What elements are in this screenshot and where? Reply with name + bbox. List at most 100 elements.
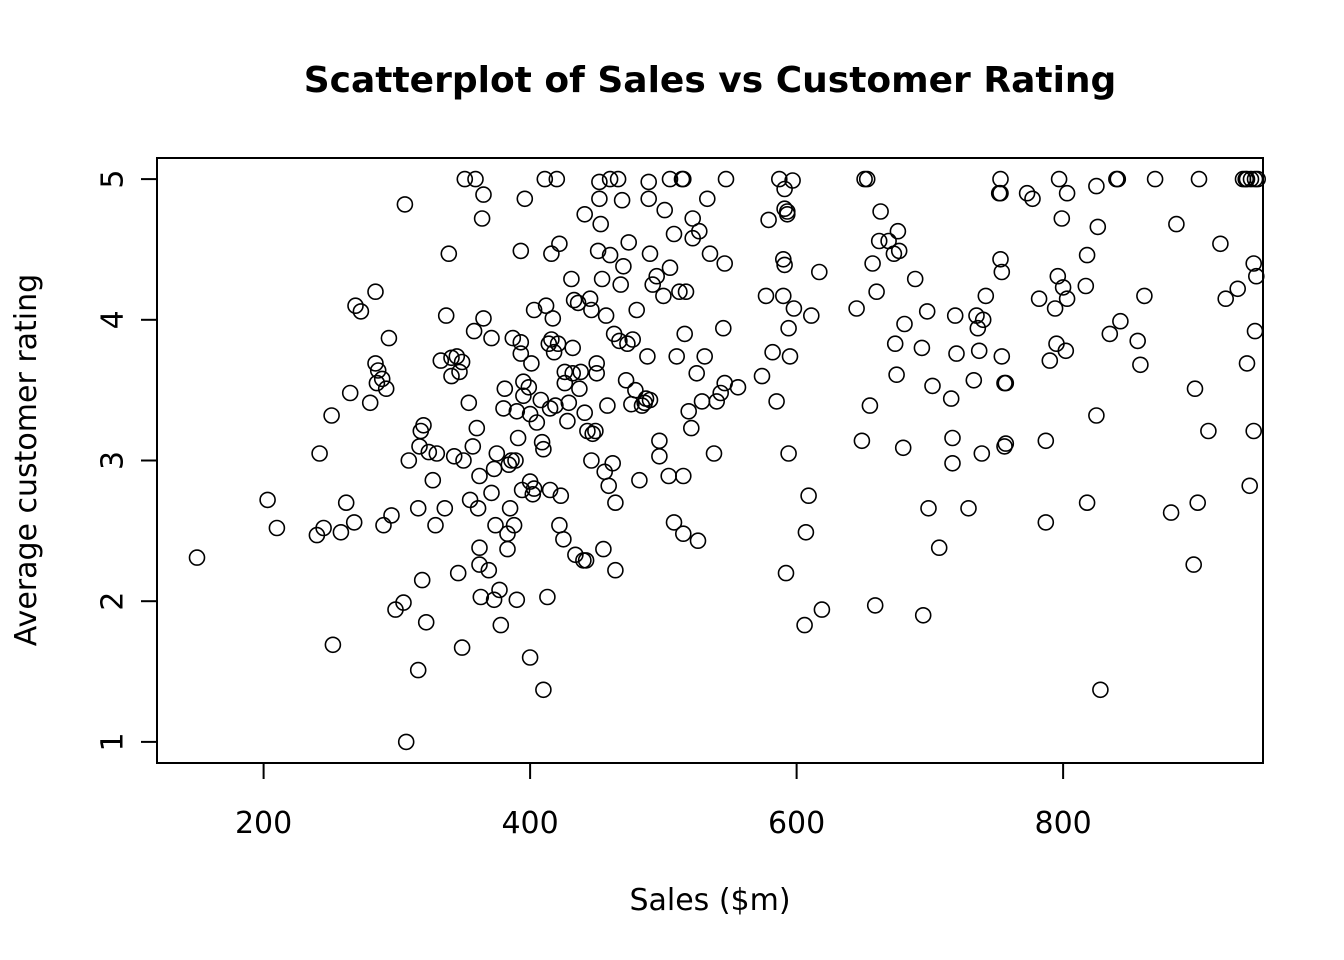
data-point	[1037, 432, 1055, 450]
data-point	[345, 514, 363, 531]
data-point	[914, 606, 932, 624]
data-point	[776, 256, 793, 274]
data-point	[780, 445, 797, 462]
data-point	[1238, 355, 1256, 372]
data-point	[705, 445, 723, 462]
data-point	[1088, 407, 1105, 424]
data-point	[770, 170, 788, 188]
data-point	[671, 283, 688, 301]
data-point	[977, 287, 995, 305]
data-point	[545, 343, 563, 361]
data-point	[548, 170, 566, 188]
data-point	[1050, 170, 1068, 188]
y-axis: 1 2 3 4 5	[96, 170, 158, 751]
data-points	[188, 170, 1266, 751]
data-point	[508, 402, 526, 420]
data-point	[969, 319, 987, 337]
data-point	[1212, 235, 1229, 253]
data-point	[1088, 177, 1105, 195]
data-point	[870, 232, 888, 250]
data-point	[1030, 290, 1048, 308]
data-point	[1058, 184, 1076, 202]
data-point	[1089, 218, 1107, 236]
data-point	[448, 348, 466, 365]
data-point	[597, 307, 615, 324]
data-point	[565, 291, 583, 309]
data-point	[777, 564, 795, 582]
data-point	[992, 250, 1009, 268]
data-point	[768, 393, 785, 410]
data-point	[475, 310, 492, 327]
data-point	[555, 530, 572, 548]
data-point	[491, 581, 508, 599]
data-point	[701, 245, 719, 262]
data-point	[367, 355, 384, 372]
data-point	[556, 363, 574, 381]
data-point	[655, 287, 672, 305]
data-point	[716, 255, 734, 272]
data-point	[552, 487, 570, 505]
data-point	[974, 311, 992, 329]
data-point	[918, 303, 936, 320]
data-point	[708, 393, 726, 410]
data-point	[347, 297, 364, 315]
data-point	[536, 170, 554, 188]
data-point	[760, 211, 777, 229]
y-tick-label: 3	[96, 451, 131, 470]
data-point	[428, 445, 446, 462]
data-point	[547, 397, 564, 414]
data-point	[656, 201, 674, 219]
data-point	[861, 397, 879, 414]
data-point	[1101, 325, 1119, 343]
data-point	[1246, 322, 1264, 340]
data-point	[464, 438, 482, 455]
data-point	[588, 364, 606, 382]
data-point	[480, 561, 498, 579]
data-point	[311, 445, 328, 462]
data-point	[781, 348, 799, 365]
data-point	[996, 374, 1013, 392]
data-point	[541, 481, 559, 499]
data-point	[784, 172, 801, 189]
data-point	[960, 499, 977, 517]
data-point	[641, 245, 659, 262]
data-point	[696, 348, 714, 365]
data-point	[420, 443, 438, 461]
data-point	[508, 591, 526, 609]
data-point	[324, 636, 342, 654]
data-point	[596, 463, 614, 481]
data-point	[1248, 267, 1265, 285]
data-point	[417, 613, 435, 631]
data-point	[997, 374, 1015, 392]
data-point	[973, 445, 991, 462]
data-point	[944, 454, 961, 472]
data-point	[1129, 332, 1146, 350]
data-point	[525, 301, 543, 319]
data-point	[944, 429, 961, 447]
data-point	[592, 215, 610, 233]
data-point	[577, 552, 595, 569]
data-point	[1249, 170, 1266, 188]
data-point	[516, 190, 534, 208]
data-point	[607, 561, 624, 579]
data-point	[1242, 170, 1260, 188]
data-point	[930, 539, 948, 557]
data-point	[396, 196, 414, 213]
data-point	[528, 414, 546, 431]
data-point	[1077, 277, 1095, 295]
data-point	[992, 170, 1009, 188]
data-point	[774, 250, 792, 268]
data-point	[615, 257, 632, 275]
data-point	[665, 225, 683, 243]
data-point	[888, 366, 905, 384]
data-point	[1058, 290, 1076, 308]
x-axis: 200 400 600 800	[235, 762, 1092, 841]
data-point	[948, 345, 965, 362]
data-point	[583, 452, 600, 469]
data-point	[1245, 255, 1262, 272]
x-tick-label: 600	[768, 806, 825, 841]
data-point	[443, 367, 460, 385]
data-point	[483, 329, 500, 347]
data-point	[1189, 494, 1206, 512]
data-point	[714, 319, 732, 337]
